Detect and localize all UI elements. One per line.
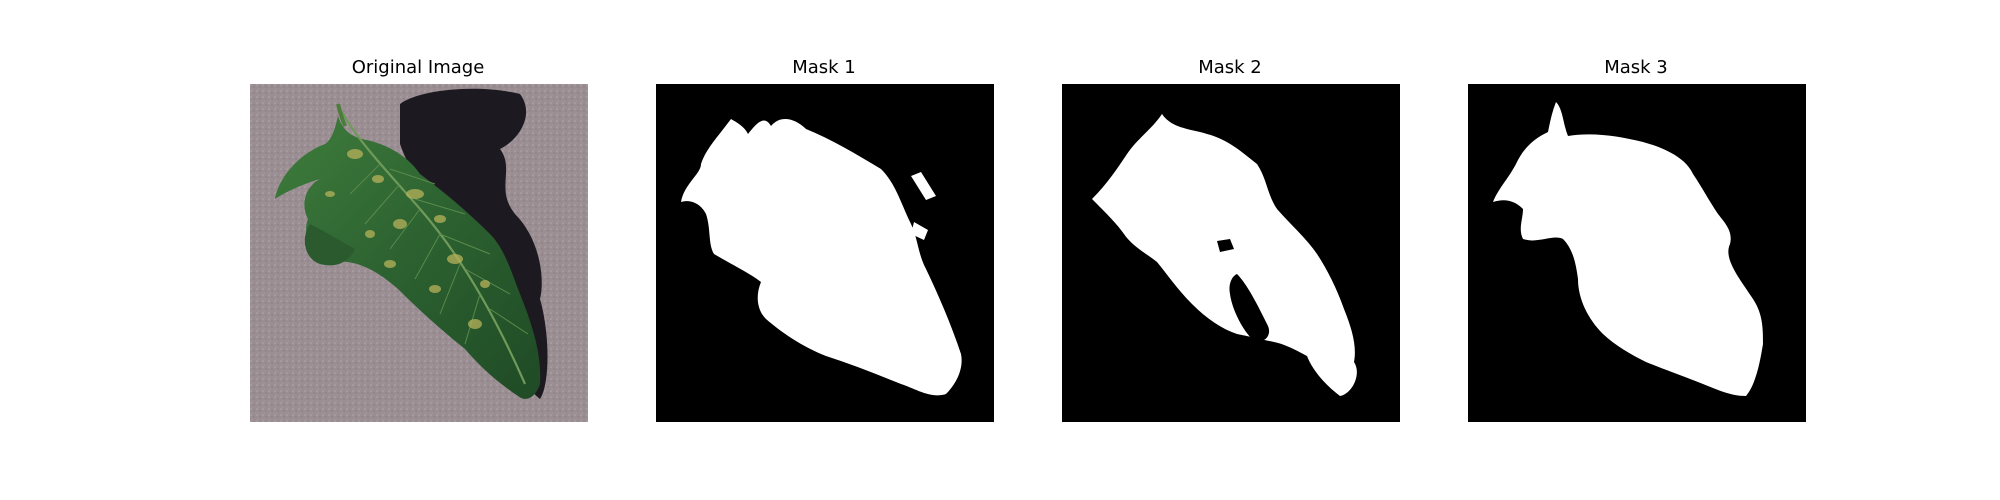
mask-2-notch — [1217, 239, 1234, 252]
mask-2-inner-hole — [1229, 274, 1270, 342]
leaf-lower-lobe — [304, 224, 355, 266]
leaf-midrib — [341, 111, 527, 385]
leaf-stem — [336, 103, 347, 127]
mask-2-image — [1062, 84, 1400, 422]
original-leaf-photo — [250, 84, 588, 422]
mask-2-title: Mask 2 — [1198, 57, 1262, 78]
mask-1-fragment — [911, 172, 936, 200]
original-image-title: Original Image — [351, 57, 485, 78]
mask-3-title: Mask 3 — [1604, 57, 1668, 78]
mask-1-fragment-2 — [911, 222, 928, 240]
mask-2-foreground — [1092, 114, 1357, 396]
mask-1-image — [656, 84, 994, 422]
mask-3-notch — [1523, 244, 1546, 259]
mask-1-foreground — [681, 118, 962, 396]
mask-1-title: Mask 1 — [792, 57, 856, 78]
leaf-disease-spots — [325, 149, 490, 329]
mask-3-foreground — [1493, 102, 1763, 396]
mask-3-image — [1468, 84, 1806, 422]
